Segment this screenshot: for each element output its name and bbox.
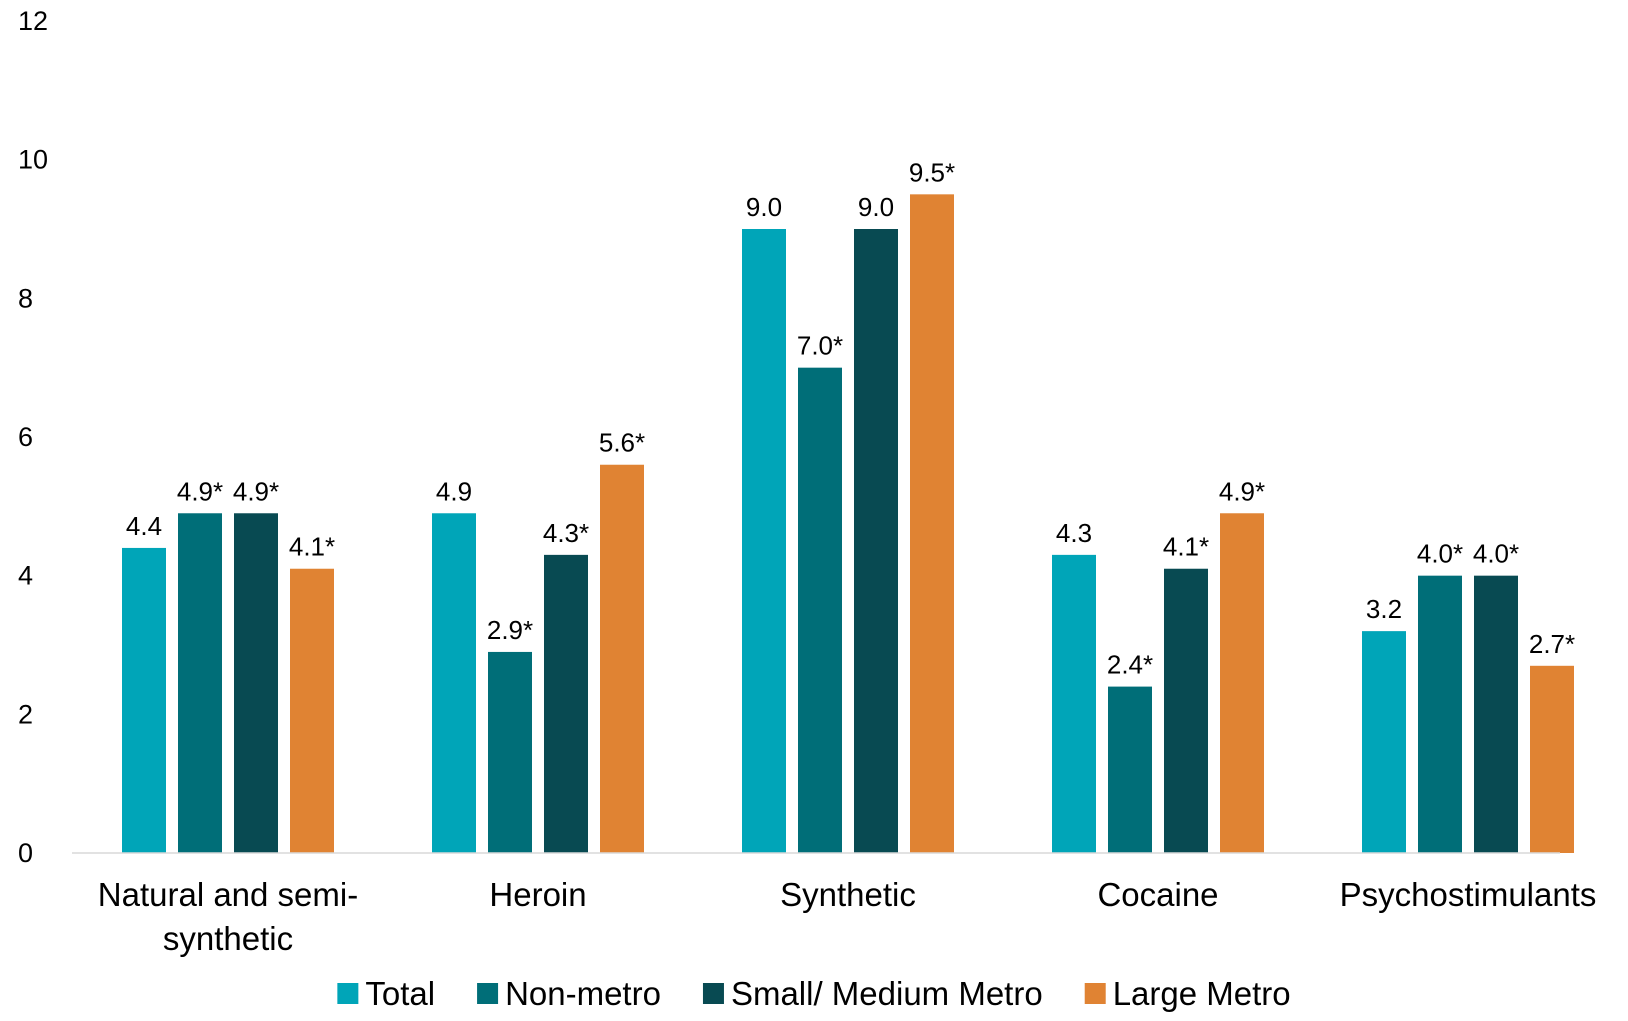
data-label: 4.1* [289, 532, 335, 562]
data-label: 4.4 [126, 511, 162, 541]
bar-total [432, 513, 476, 853]
bar-small-medium-metro [234, 513, 278, 853]
data-label: 9.0 [858, 192, 894, 222]
y-axis: 0 2 4 6 8 10 12 [18, 6, 48, 868]
data-label: 4.9* [177, 476, 223, 506]
legend-swatch-small-medium-metro [702, 983, 724, 1004]
bar-non-metro [798, 367, 842, 853]
bar-total [1052, 554, 1096, 853]
x-tick-label: Natural and semi- [98, 876, 358, 913]
data-label: 4.0* [1417, 539, 1463, 569]
data-label: 7.0* [797, 331, 843, 361]
bar-large-metro [1220, 513, 1264, 853]
y-tick-label: 6 [18, 422, 33, 452]
data-label: 2.7* [1529, 629, 1575, 659]
bar-total [122, 547, 166, 853]
data-label: 4.9* [233, 476, 279, 506]
data-label: 4.0* [1473, 539, 1519, 569]
bar-small-medium-metro [544, 554, 588, 853]
x-tick-label: Heroin [489, 876, 586, 913]
y-tick-label: 10 [18, 145, 48, 175]
bar-non-metro [1418, 575, 1462, 853]
bar-small-medium-metro [854, 229, 898, 853]
x-tick-label: Synthetic [780, 876, 916, 913]
legend-swatch-total [337, 983, 359, 1004]
data-label: 3.2 [1366, 594, 1402, 624]
legend-label-non-metro: Non-metro [505, 975, 661, 1012]
legend-swatch-large-metro [1084, 983, 1106, 1004]
bar-total [1362, 631, 1406, 853]
bar-labels: 4.4 4.9* 4.9* 4.1* 4.9 2.9* 4.3* 5.6* 9.0 7.0* 9.0… [126, 157, 1575, 679]
bar-large-metro [1530, 665, 1574, 853]
bar-non-metro [178, 513, 222, 853]
data-label: 2.4* [1107, 650, 1153, 680]
legend-swatch-non-metro [477, 983, 499, 1004]
bar-large-metro [290, 568, 334, 853]
data-label: 4.1* [1163, 532, 1209, 562]
x-tick-label: synthetic [163, 920, 293, 957]
y-tick-label: 8 [18, 283, 33, 313]
x-tick-label: Psychostimulants [1340, 876, 1597, 913]
bars [122, 194, 1574, 854]
data-label: 4.3* [543, 518, 589, 548]
bar-large-metro [600, 464, 644, 853]
bar-total [742, 229, 786, 853]
data-label: 4.3 [1056, 518, 1092, 548]
legend: Total Non-metro Small/ Medium Metro Large M… [337, 975, 1291, 1012]
bar-non-metro [1108, 686, 1152, 853]
y-tick-label: 4 [18, 561, 33, 591]
legend-label-total: Total [365, 975, 435, 1012]
x-tick-label: Cocaine [1097, 876, 1218, 913]
data-label: 4.9* [1219, 476, 1265, 506]
data-label: 9.0 [746, 192, 782, 222]
bar-small-medium-metro [1164, 568, 1208, 853]
y-tick-label: 12 [18, 6, 48, 36]
y-tick-label: 2 [18, 699, 33, 729]
data-label: 5.6* [599, 428, 645, 458]
x-axis: Natural and semi-synthetic Heroin Syntheti… [98, 876, 1597, 957]
bar-non-metro [488, 651, 532, 853]
y-tick-label: 0 [18, 838, 33, 868]
legend-label-small-medium-metro: Small/ Medium Metro [731, 975, 1043, 1012]
data-label: 4.9 [436, 476, 472, 506]
bar-small-medium-metro [1474, 575, 1518, 853]
bar-large-metro [910, 194, 954, 854]
data-label: 2.9* [487, 615, 533, 645]
legend-label-large-metro: Large Metro [1113, 975, 1291, 1012]
data-label: 9.5* [909, 157, 955, 187]
